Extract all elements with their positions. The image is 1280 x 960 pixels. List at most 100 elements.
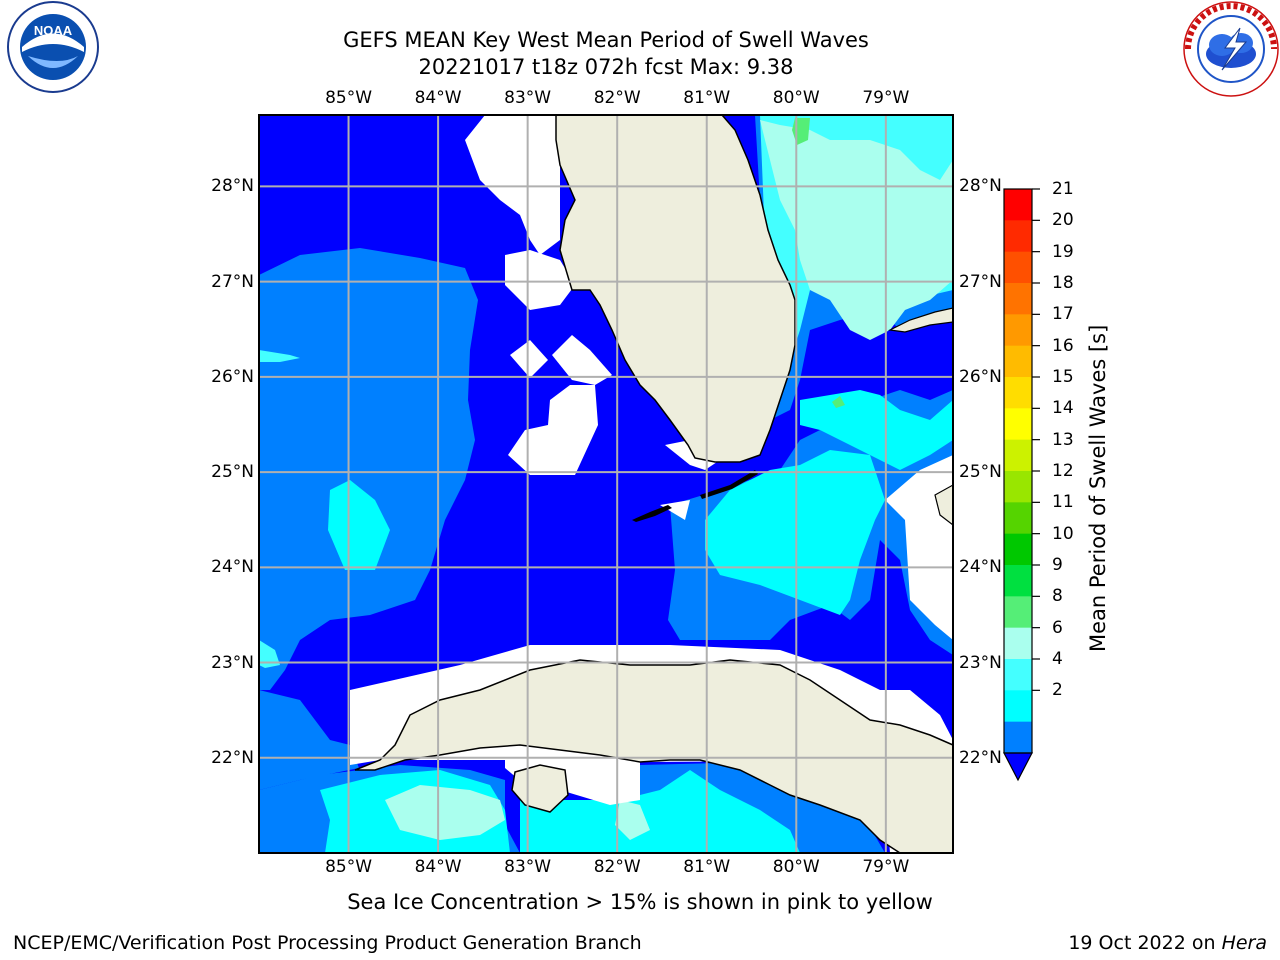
colorbar-bin xyxy=(1004,189,1032,221)
colorbar-bin xyxy=(1004,345,1032,378)
chart-title: GEFS MEAN Key West Mean Period of Swell … xyxy=(343,28,869,52)
nodata-7 xyxy=(660,500,690,520)
nodata-2 xyxy=(505,250,575,310)
colorbar-tick-label: 16 xyxy=(1052,335,1074,356)
lat-label-left: 28°N xyxy=(211,176,254,197)
lon-label-top: 82°W xyxy=(593,88,641,108)
field-region-s xyxy=(832,396,845,408)
field-region-b xyxy=(259,690,359,790)
lat-label-left: 24°N xyxy=(211,557,254,578)
field-region-p xyxy=(259,350,300,362)
field-region-q xyxy=(259,640,280,668)
land-isla-juventud xyxy=(511,764,569,813)
colorbar-tick-label: 6 xyxy=(1052,617,1063,638)
date-stamp: 19 Oct 2022 on Hera xyxy=(1068,932,1267,954)
colorbar-tick-label: 10 xyxy=(1052,523,1074,544)
colorbar-bin xyxy=(1004,565,1032,597)
machine-name: Hera xyxy=(1221,932,1267,954)
colorbar-tick-label: 15 xyxy=(1052,367,1074,387)
colorbar-bin xyxy=(1004,377,1032,409)
lat-label-left: 22°N xyxy=(211,747,254,768)
field-region-a xyxy=(259,248,478,690)
gridlines xyxy=(259,115,953,853)
colorbar-tick-label: 20 xyxy=(1052,210,1074,231)
nws-logo xyxy=(1183,1,1279,97)
colorbar-extend-triangle xyxy=(1003,752,1033,782)
colorbar-bin xyxy=(1004,596,1032,629)
colorbar-tick-label: 13 xyxy=(1052,429,1074,450)
nodata-5 xyxy=(508,385,598,475)
swell-field xyxy=(259,115,953,853)
colorbar-tick-label: 17 xyxy=(1052,304,1074,325)
field-region-j xyxy=(705,450,885,615)
colorbar-tick-label: 2 xyxy=(1052,680,1063,701)
lat-label-left: 26°N xyxy=(211,366,254,387)
colorbar-tick-label: 18 xyxy=(1052,273,1074,293)
noaa-logo-text: NOAA xyxy=(34,23,73,38)
lon-label-bottom: 85°W xyxy=(325,857,373,877)
lon-label-bottom: 79°W xyxy=(862,857,910,877)
lon-label-top: 80°W xyxy=(772,88,820,108)
date-text: 19 Oct 2022 on xyxy=(1068,932,1216,954)
colorbar-bin xyxy=(1004,220,1032,253)
colorbar-tick-label: 8 xyxy=(1052,586,1063,607)
lat-label-right: 22°N xyxy=(959,747,1002,768)
land-bahamas-1 xyxy=(887,307,953,333)
chart-subtitle: 20221017 t18z 072h fcst Max: 9.38 xyxy=(418,55,794,79)
lat-label-left: 25°N xyxy=(211,462,254,483)
field-region-m xyxy=(760,120,953,340)
map-frame xyxy=(258,114,954,854)
colorbar-tick-label: 12 xyxy=(1052,461,1074,481)
colorbar-bin xyxy=(1004,721,1032,754)
field-region-g xyxy=(328,480,390,570)
lon-label-bottom: 82°W xyxy=(593,857,641,877)
lat-label-left: 27°N xyxy=(211,271,254,292)
colorbar-tick-label: 21 xyxy=(1052,179,1074,199)
lat-label-right: 28°N xyxy=(959,176,1002,197)
colorbar-bin xyxy=(1004,439,1032,472)
colorbar-tick-label: 9 xyxy=(1052,555,1063,575)
nodata-1 xyxy=(465,115,560,255)
colorbar-bin xyxy=(1004,314,1032,347)
field-region-l xyxy=(800,390,953,470)
lon-label-top: 85°W xyxy=(325,88,373,108)
lon-label-top: 79°W xyxy=(862,88,910,108)
colorbar-bin xyxy=(1004,251,1032,284)
lat-label-left: 23°N xyxy=(211,652,254,673)
land-keys-upper xyxy=(700,470,758,499)
colorbar-bin xyxy=(1004,502,1032,535)
land-keys xyxy=(632,505,672,522)
colorbar-label: Mean Period of Swell Waves [s] xyxy=(1086,324,1110,652)
lat-label-right: 25°N xyxy=(959,462,1002,483)
lat-label-right: 24°N xyxy=(959,557,1002,578)
lon-label-top: 83°W xyxy=(504,88,552,108)
lon-label-bottom: 80°W xyxy=(772,857,820,877)
land-bahamas-2 xyxy=(934,484,953,526)
lon-label-top: 84°W xyxy=(414,88,462,108)
colorbar-bins xyxy=(1004,189,1032,754)
lon-label-bottom: 83°W xyxy=(504,857,552,877)
colorbar-tickmarks xyxy=(1032,188,1040,691)
colorbar-bin xyxy=(1004,690,1032,723)
colorbar-tick-label: 14 xyxy=(1052,398,1074,419)
credit-text: NCEP/EMC/Verification Post Processing Pr… xyxy=(13,932,642,954)
nodata-3 xyxy=(510,340,548,378)
lat-label-right: 27°N xyxy=(959,271,1002,292)
colorbar-tick-label: 4 xyxy=(1052,649,1063,669)
colorbar-bin xyxy=(1004,408,1032,441)
colorbar-tick-label: 19 xyxy=(1052,241,1074,262)
colorbar-bin xyxy=(1004,283,1032,315)
field-region-n xyxy=(385,785,505,840)
colorbar-bin xyxy=(1004,471,1032,503)
field-region-i xyxy=(520,770,800,853)
lon-label-bottom: 84°W xyxy=(414,857,462,877)
lon-label-bottom: 81°W xyxy=(683,857,731,877)
land-florida xyxy=(555,115,796,463)
nodata-4 xyxy=(552,335,612,385)
land-cuba xyxy=(354,659,953,853)
lon-label-top: 81°W xyxy=(683,88,731,108)
lat-label-right: 23°N xyxy=(959,652,1002,673)
noaa-logo: NOAA xyxy=(7,1,99,93)
